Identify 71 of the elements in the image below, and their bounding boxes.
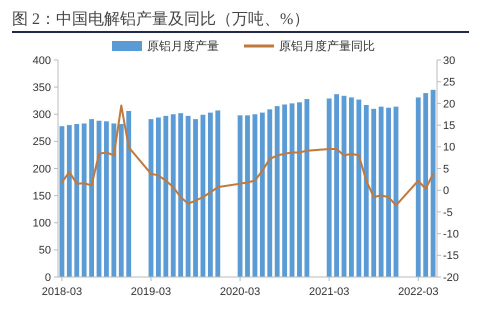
x-tick-label: 2022-03 — [398, 286, 438, 298]
bar — [342, 96, 346, 277]
x-tick-label: 2020-03 — [220, 286, 260, 298]
bar — [170, 114, 176, 277]
bar — [260, 112, 265, 277]
y2-tick-label: 0 — [443, 185, 450, 198]
y2-tick-label: -15 — [443, 250, 459, 262]
bar — [349, 97, 354, 277]
y2-tick-label: 30 — [443, 54, 456, 67]
bar — [178, 113, 184, 277]
bar — [304, 99, 310, 277]
bar — [334, 94, 339, 277]
y-tick-label: 300 — [32, 109, 51, 122]
line-series — [60, 104, 434, 206]
bar — [74, 124, 80, 277]
bar — [430, 90, 436, 277]
bar — [148, 119, 154, 277]
bar — [326, 98, 332, 277]
bar — [290, 103, 294, 277]
x-tick-label: 2021-03 — [308, 286, 350, 298]
bar — [252, 114, 258, 277]
bar — [163, 116, 168, 277]
bar — [156, 118, 161, 277]
bar — [208, 112, 213, 277]
bar — [82, 123, 87, 277]
bar — [111, 123, 116, 277]
y-tick-label: 150 — [32, 190, 51, 202]
y-tick-label: 100 — [32, 218, 51, 230]
x-tick-label: 2019-03 — [130, 286, 172, 298]
bar — [267, 109, 272, 277]
bar — [416, 97, 421, 277]
bar — [245, 115, 250, 277]
y-tick-label: 400 — [32, 54, 51, 67]
legend-label: 原铝月度产量 — [147, 39, 219, 54]
bar — [186, 116, 191, 277]
bar — [423, 93, 428, 277]
x-tick-label: 2018-03 — [42, 286, 82, 298]
y2-tick-label: -5 — [443, 206, 453, 219]
bar — [378, 106, 384, 277]
bar — [200, 114, 206, 277]
bar — [238, 115, 242, 277]
y2-tick-label: -10 — [443, 228, 459, 240]
bar — [193, 119, 198, 277]
chart-title: 图 2：中国电解铝产量及同比（万吨、%） — [12, 10, 310, 28]
y-tick-label: 50 — [38, 244, 51, 257]
y-tick-label: 0 — [44, 272, 51, 284]
bar — [59, 126, 64, 277]
y2-tick-label: 5 — [443, 163, 450, 176]
y2-tick-label: 10 — [443, 142, 456, 154]
bar — [66, 125, 72, 277]
bar — [394, 106, 398, 277]
y-tick-label: 250 — [32, 136, 51, 148]
bar — [364, 105, 369, 277]
bar — [215, 110, 220, 277]
bar — [104, 121, 109, 277]
y-tick-label: 350 — [32, 82, 51, 94]
bar — [274, 106, 280, 277]
bar — [371, 108, 376, 277]
bar — [96, 120, 102, 277]
bar — [118, 124, 124, 277]
bar — [89, 119, 94, 277]
bar — [386, 108, 391, 277]
y2-tick-label: 15 — [443, 120, 456, 132]
y2-tick-label: -20 — [443, 272, 459, 284]
y2-tick-label: 25 — [443, 76, 456, 89]
y-tick-label: 200 — [32, 163, 51, 176]
legend-label: 原铝月度产量同比 — [279, 39, 375, 54]
y2-tick-label: 20 — [443, 98, 456, 110]
bar — [356, 100, 362, 277]
bar — [297, 102, 302, 277]
bar — [282, 104, 288, 277]
